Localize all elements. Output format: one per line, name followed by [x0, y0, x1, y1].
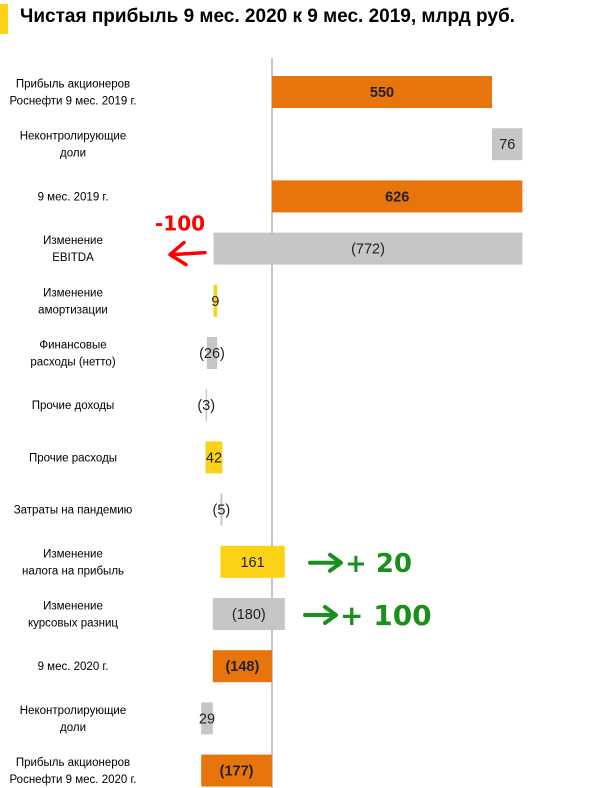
category-label-0: Прибыль акционеров Роснефти 9 мес. 2019 г…	[10, 79, 137, 108]
value-label-6: (3)	[197, 398, 215, 414]
value-label-11: (148)	[225, 659, 259, 675]
value-label-8: (5)	[213, 503, 231, 519]
annotation-ebitda: -100	[155, 212, 205, 236]
value-label-1: 76	[499, 137, 515, 153]
value-label-5: (26)	[199, 346, 225, 362]
value-label-4: 9	[211, 294, 219, 310]
annotation-fx: + 100	[340, 599, 432, 632]
category-label-7: Прочие расходы	[29, 452, 117, 464]
bar-9	[220, 545, 285, 578]
annotation-arrow-left	[168, 240, 207, 267]
annotation-arrow-right-fx	[303, 605, 338, 625]
bar-3	[213, 232, 523, 265]
category-label-10: Изменение курсовых разниц	[28, 601, 118, 630]
category-label-6: Прочие доходы	[32, 400, 115, 412]
category-label-2: 9 мес. 2019 г.	[38, 191, 109, 203]
annotation-tax: + 20	[345, 549, 412, 579]
value-label-13: (177)	[220, 764, 254, 780]
bar-10	[212, 598, 285, 630]
category-label-4: Изменение амортизации	[38, 287, 108, 316]
category-label-1: Неконтролирующие доли	[20, 131, 126, 160]
bar-2	[272, 180, 523, 213]
category-label-13: Прибыль акционеров Роснефти 9 мес. 2020 г…	[10, 757, 137, 786]
value-label-3: (772)	[351, 242, 385, 258]
category-label-8: Затраты на пандемию	[14, 505, 133, 517]
category-label-3: Изменение EBITDA	[43, 235, 103, 264]
value-label-2: 626	[385, 189, 409, 205]
category-label-12: Неконтролирующие доли	[20, 705, 126, 734]
bar-12	[201, 702, 213, 735]
category-label-9: Изменение налога на прибыль	[22, 548, 124, 577]
category-label-5: Финансовые расходы (нетто)	[30, 340, 115, 369]
bar-8	[220, 493, 223, 526]
annotation-arrow-right-tax	[308, 552, 343, 573]
bar-1	[492, 128, 523, 161]
value-label-10: (180)	[232, 607, 266, 623]
bar-13	[201, 754, 272, 787]
bar-4	[213, 284, 218, 317]
bar-6	[205, 389, 208, 422]
title-accent-bar	[0, 4, 8, 34]
value-label-12: 29	[199, 711, 215, 727]
bar-0	[272, 76, 492, 108]
chart-title: Чистая прибыль 9 мес. 2020 к 9 мес. 2019…	[20, 6, 515, 27]
value-label-0: 550	[370, 85, 394, 101]
bar-7	[205, 441, 223, 474]
value-label-9: 161	[240, 555, 264, 571]
bar-11	[212, 650, 272, 683]
bar-5	[206, 337, 218, 369]
value-label-7: 42	[206, 450, 222, 466]
category-label-11: 9 мес. 2020 г.	[38, 661, 109, 673]
